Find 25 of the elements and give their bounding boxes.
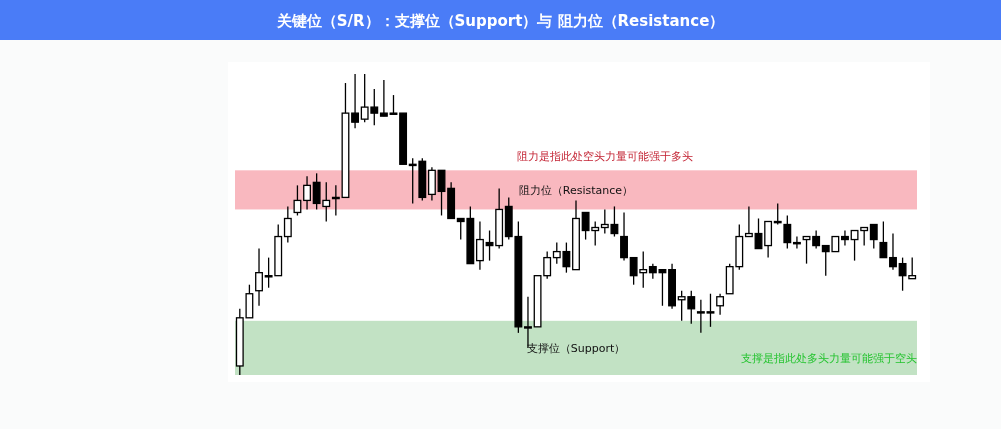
title-banner: 关键位（S/R）：支撑位（Support）与 阻力位（Resistance）	[0, 0, 1001, 40]
candlestick	[812, 229, 821, 250]
candlestick	[783, 214, 792, 250]
candlestick	[869, 223, 878, 250]
band-label: 阻力位（Resistance）	[518, 183, 634, 197]
candlestick	[283, 205, 292, 244]
candlestick	[696, 299, 705, 334]
candlestick	[620, 211, 628, 262]
annotation: 阻力是指此处空头力量可能强于多头	[517, 150, 693, 164]
candlestick	[475, 220, 484, 271]
chart-title: 关键位（S/R）：支撑位（Support）与 阻力位（Resistance）	[275, 12, 725, 30]
candlestick	[351, 73, 360, 129]
candlestick	[389, 94, 398, 115]
candlestick	[303, 175, 311, 211]
candlestick	[293, 184, 302, 217]
candlestick	[706, 293, 715, 328]
candlestick	[255, 247, 263, 307]
candlestick	[879, 220, 888, 259]
candlestick	[716, 293, 725, 316]
annotation: 支撑是指此处多头力量可能强于空头	[741, 352, 917, 365]
candlestick	[744, 205, 753, 238]
candlestick	[841, 229, 849, 247]
candlestick	[379, 79, 388, 117]
candlestick	[889, 232, 897, 271]
band-label: 支撑位（Support）	[526, 341, 626, 355]
